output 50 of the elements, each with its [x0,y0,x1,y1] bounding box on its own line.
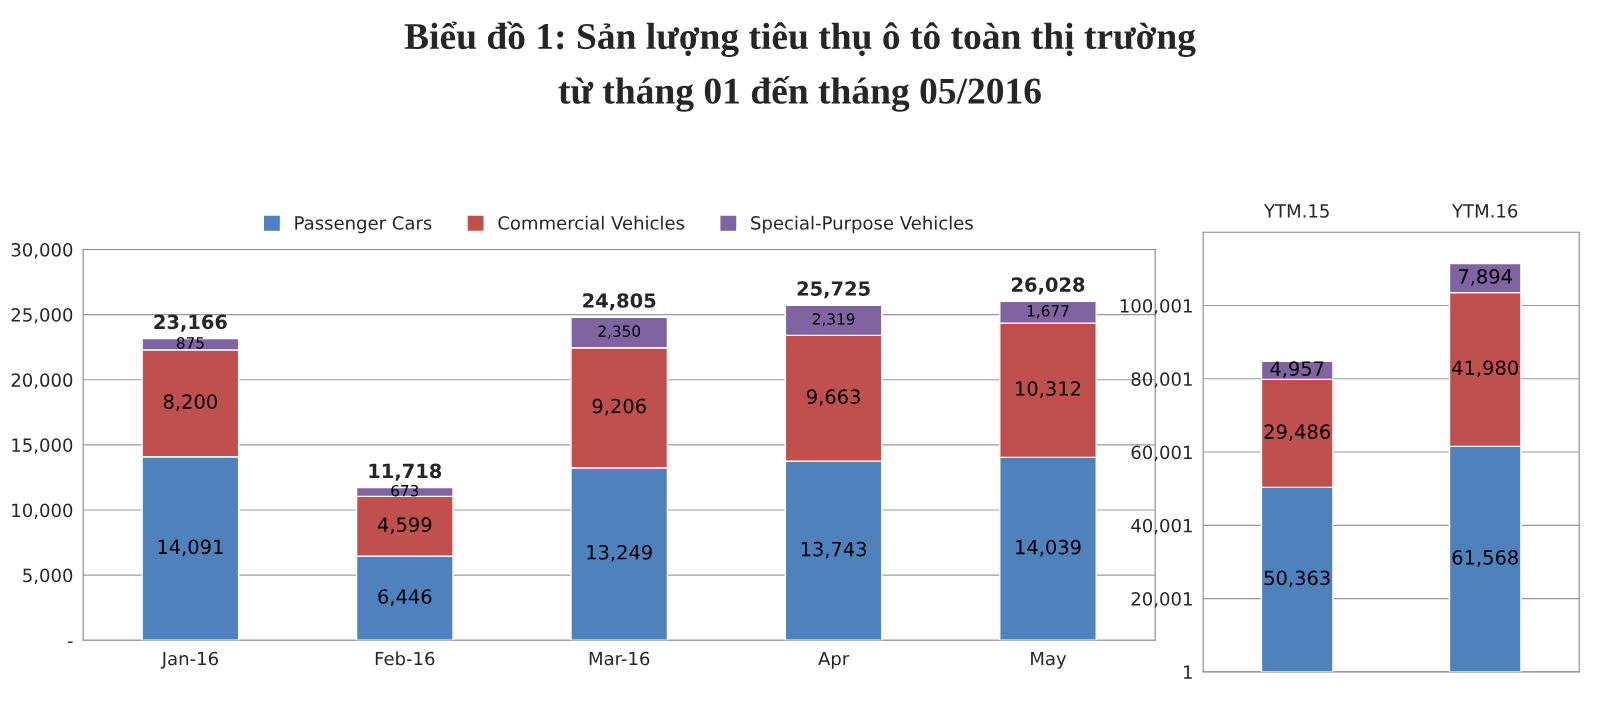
y-tick-label: 30,000 [11,242,73,259]
y-tick-label: 40,001 [1131,518,1192,535]
x-tick-label: Apr [818,651,850,669]
y-tick-label: 60,001 [1131,445,1192,462]
data-label: 2,319 [812,313,855,327]
data-label: 7,894 [1458,269,1512,286]
legend-label: Commercial Vehicles [498,215,685,230]
y-tick-label: 5,000 [23,568,73,585]
y-tick-label: 10,000 [12,503,73,519]
y-tick-label: 20,001 [1131,592,1192,608]
y-tick-label: - [67,641,73,643]
chart-title: Biểu đồ 1: Sản lượng tiêu thụ ô tô toàn thị trường từ tháng 01 đến tháng 05/2016 [404,21,1196,112]
data-label: 14,039 [1016,539,1081,557]
data-label: 14,091 [158,539,223,557]
y-tick-label: 20,000 [11,373,73,389]
total-label: 25,725 [797,281,870,299]
data-label: 8,200 [163,394,217,411]
data-label: 4,957 [1270,361,1324,378]
data-label: 2,350 [598,325,641,339]
x-tick-label: Jan-16 [160,651,218,669]
total-label: 11,718 [369,463,442,481]
data-label: 1,677 [1027,305,1069,319]
y-tick-label: 100,001 [1120,299,1192,315]
data-label: 41,980 [1452,360,1518,378]
total-label: 26,028 [1012,277,1085,295]
data-label: 875 [176,337,204,349]
data-label: 4,599 [377,517,432,534]
data-label: 13,743 [801,541,867,559]
x-tick-label: YTM.16 [1451,204,1518,218]
x-tick-label: YTM.15 [1263,204,1329,218]
data-label: 13,249 [587,544,652,562]
legend-label: Special-Purpose Vehicles [751,215,973,234]
total-label: 23,166 [154,314,227,332]
y-tick-label: 25,000 [11,308,73,324]
total-label: 24,805 [583,293,656,311]
x-tick-label: Mar-16 [589,651,650,666]
y-tick-label: 15,000 [12,438,73,454]
data-label: 50,363 [1264,570,1330,588]
y-tick-label: 80,001 [1131,372,1192,388]
data-label: 6,446 [378,589,432,606]
data-label: 9,206 [592,398,646,416]
x-tick-label: May [1031,651,1067,669]
data-label: 61,568 [1452,550,1518,567]
data-label: 29,486 [1264,424,1330,441]
data-label: 10,312 [1016,381,1081,398]
data-label: 673 [391,484,419,497]
y-tick-label: 1 [1183,665,1192,679]
data-label: 9,663 [806,389,860,406]
x-tick-label: Feb-16 [375,651,435,666]
legend-label: Passenger Cars [295,216,432,234]
